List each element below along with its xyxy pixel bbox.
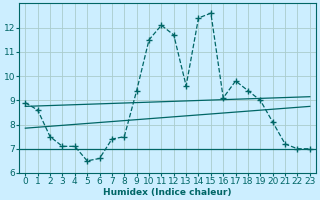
X-axis label: Humidex (Indice chaleur): Humidex (Indice chaleur) bbox=[103, 188, 232, 197]
